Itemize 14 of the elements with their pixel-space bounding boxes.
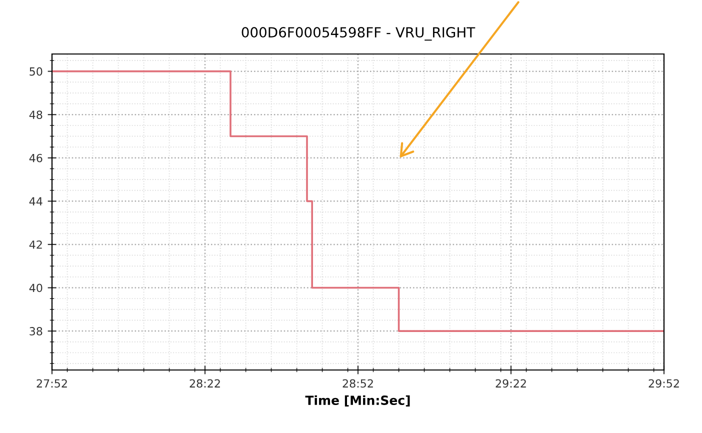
x-tick-label: 29:22 bbox=[496, 379, 526, 388]
y-tick-label: 46 bbox=[29, 154, 42, 162]
x-tick-label: 28:52 bbox=[342, 379, 373, 388]
x-tick-label: 29:52 bbox=[648, 379, 679, 388]
y-tick-label: 42 bbox=[29, 240, 42, 249]
y-tick-label: 40 bbox=[29, 284, 42, 292]
chart-title: 000D6F00054598FF - VRU_RIGHT bbox=[242, 27, 476, 41]
y-tick-label: 38 bbox=[30, 327, 42, 336]
y-tick-label: 48 bbox=[29, 110, 42, 119]
x-tick-label: 27:52 bbox=[36, 379, 67, 388]
x-tick-label: 28:22 bbox=[190, 379, 220, 388]
y-tick-label: 50 bbox=[30, 67, 42, 76]
x-axis-title: Time [Min:Sec] bbox=[305, 395, 410, 406]
y-tick-label: 44 bbox=[29, 197, 42, 206]
